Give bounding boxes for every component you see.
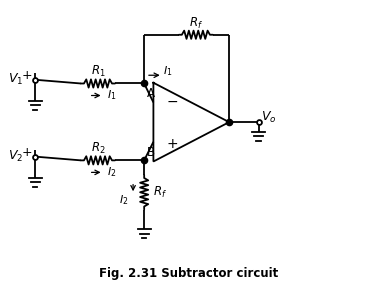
Text: $V_o$: $V_o$ (261, 110, 277, 125)
Text: $+$: $+$ (166, 137, 178, 151)
Text: $I_1$: $I_1$ (107, 89, 117, 102)
Text: $R_f$: $R_f$ (153, 185, 167, 200)
Text: $V_1$: $V_1$ (8, 72, 24, 87)
Text: $R_f$: $R_f$ (189, 16, 203, 31)
Text: B: B (147, 146, 155, 159)
Text: $R_1$: $R_1$ (90, 64, 105, 79)
Text: +: + (22, 69, 32, 82)
Text: +: + (22, 146, 32, 159)
Text: $I_2$: $I_2$ (107, 166, 117, 179)
Text: A: A (147, 88, 155, 100)
Text: $I_1$: $I_1$ (163, 64, 173, 78)
Text: $V_2$: $V_2$ (8, 149, 23, 164)
Text: Fig. 2.31 Subtractor circuit: Fig. 2.31 Subtractor circuit (99, 267, 278, 280)
Text: $I_2$: $I_2$ (119, 194, 129, 208)
Text: $R_2$: $R_2$ (91, 141, 105, 156)
Text: $-$: $-$ (166, 94, 178, 108)
